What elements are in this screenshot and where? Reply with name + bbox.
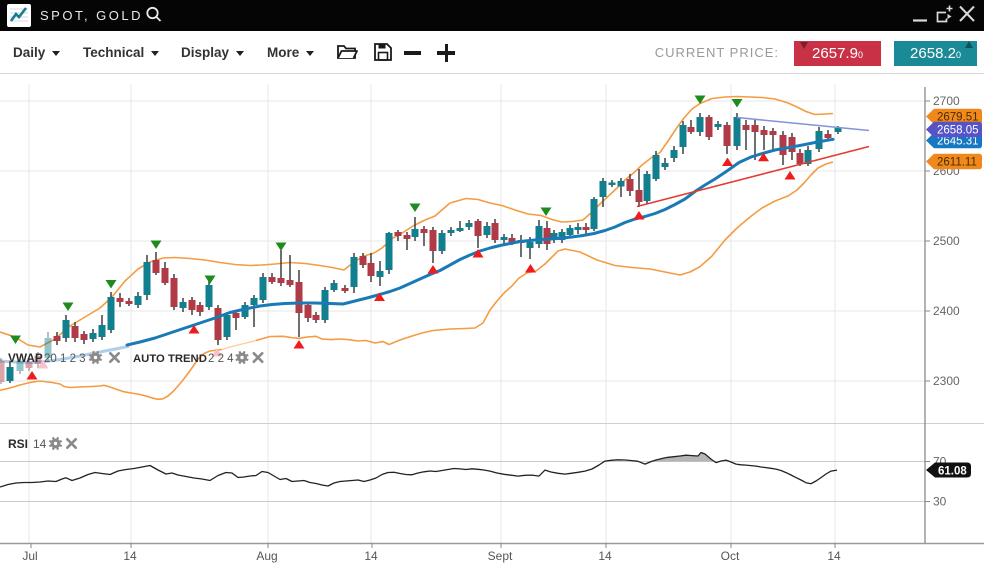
svg-text:2700: 2700 [933, 94, 960, 108]
svg-text:14: 14 [33, 437, 47, 451]
svg-text:2300: 2300 [933, 374, 960, 388]
svg-text:AUTO TREND: AUTO TREND [133, 353, 207, 365]
svg-text:14: 14 [364, 549, 378, 563]
svg-text:Aug: Aug [256, 549, 277, 563]
svg-text:VWAP: VWAP [8, 351, 43, 365]
svg-text:2400: 2400 [933, 304, 960, 318]
svg-text:2500: 2500 [933, 234, 960, 248]
svg-text:2658.05: 2658.05 [937, 125, 979, 137]
svg-text:2645.31: 2645.31 [937, 136, 979, 148]
svg-text:2679.51: 2679.51 [937, 112, 979, 124]
svg-text:Sept: Sept [488, 549, 513, 563]
svg-text:14: 14 [827, 549, 841, 563]
svg-text:14: 14 [123, 549, 137, 563]
svg-text:2 2 4: 2 2 4 [208, 353, 234, 365]
svg-text:30: 30 [933, 495, 947, 509]
svg-text:20 1 2 3: 20 1 2 3 [44, 353, 86, 365]
svg-text:Jul: Jul [22, 549, 37, 563]
svg-text:2611.11: 2611.11 [937, 157, 977, 169]
svg-text:61.08: 61.08 [938, 466, 967, 478]
svg-text:14: 14 [598, 549, 612, 563]
svg-text:Oct: Oct [721, 549, 740, 563]
svg-text:RSI: RSI [8, 437, 28, 451]
